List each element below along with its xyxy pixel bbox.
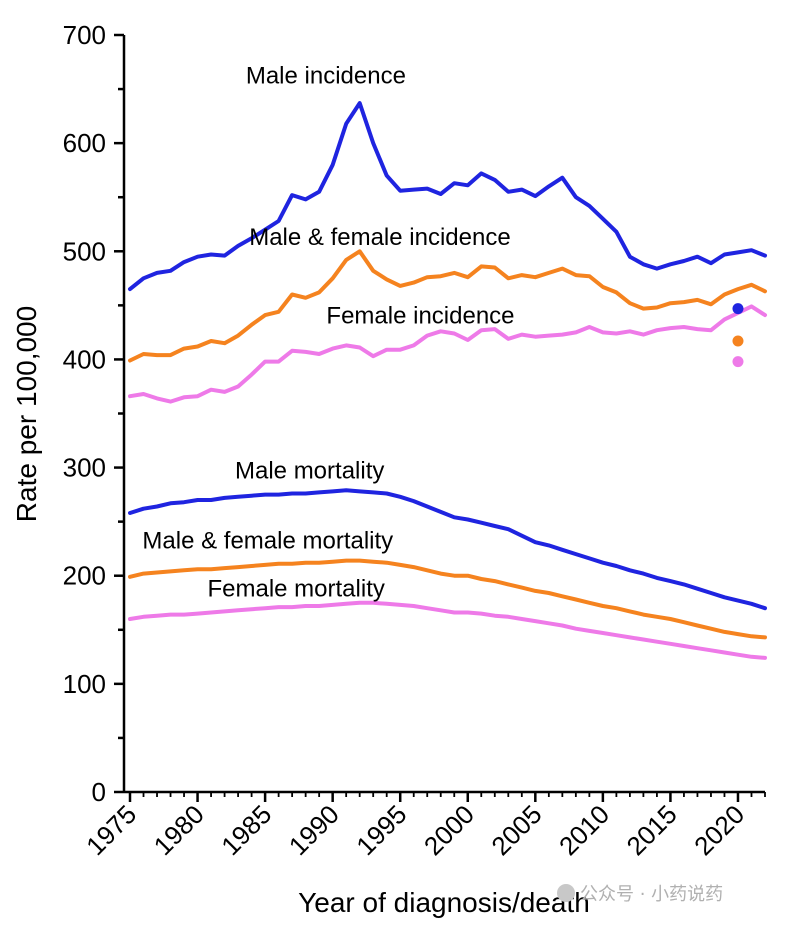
watermark-text: 公众号 · 小药说药 [580, 884, 723, 905]
extra-points [732, 303, 744, 368]
series-line-male-female-mortality [128, 558, 767, 640]
series-label: Male & female incidence [249, 224, 510, 251]
x-tick-label: 1995 [350, 799, 412, 861]
y-tick-label: 0 [92, 777, 106, 807]
series-labels: Male incidence Male & female incidence Fem… [142, 63, 514, 603]
series-line-male-female-incidence [128, 249, 767, 363]
series-label: Male & female mortality [142, 528, 393, 555]
x-axis-title: Year of diagnosis/death [298, 887, 590, 918]
series-label: Female mortality [207, 575, 384, 602]
series-label: Female incidence [326, 303, 514, 330]
y-tick-label: 100 [63, 669, 106, 699]
x-tick-label: 1990 [283, 799, 345, 861]
series-lines [128, 101, 767, 660]
wechat-icon [557, 884, 575, 902]
series-line-male-mortality [128, 488, 767, 611]
x-tick-label: 1980 [148, 799, 210, 861]
x-tick-label: 2020 [688, 799, 750, 861]
x-tick-label: 2000 [418, 799, 480, 861]
y-tick-label: 400 [63, 344, 106, 374]
x-axis: 1975 1980 1985 1990 1995 2000 2005 2010 2015 2020 [80, 790, 766, 861]
x-tick-label: 1985 [215, 799, 277, 861]
y-axis: 0 100 200 300 400 500 600 700 [63, 20, 126, 807]
watermark: 公众号 · 小药说药 [557, 884, 723, 905]
y-tick-label: 300 [63, 453, 106, 483]
series-label: Male mortality [235, 457, 384, 484]
y-tick-label: 600 [63, 128, 106, 158]
x-tick-label: 2010 [553, 799, 615, 861]
series-line-female-mortality [128, 600, 767, 660]
y-tick-label: 500 [63, 236, 106, 266]
x-tick-label: 2015 [621, 799, 683, 861]
data-point-female-incidence [732, 356, 744, 368]
y-axis-title: Rate per 100,000 [11, 306, 42, 522]
y-tick-label: 200 [63, 561, 106, 591]
series-line-female-incidence [128, 304, 767, 404]
series-line-male-incidence [128, 101, 767, 292]
data-point-male-female-incidence [732, 335, 744, 347]
y-tick-label: 700 [63, 20, 106, 50]
series-label: Male incidence [246, 63, 406, 90]
x-tick-label: 1975 [80, 799, 142, 861]
data-point-male-incidence [732, 303, 744, 315]
x-tick-label: 2005 [485, 799, 547, 861]
